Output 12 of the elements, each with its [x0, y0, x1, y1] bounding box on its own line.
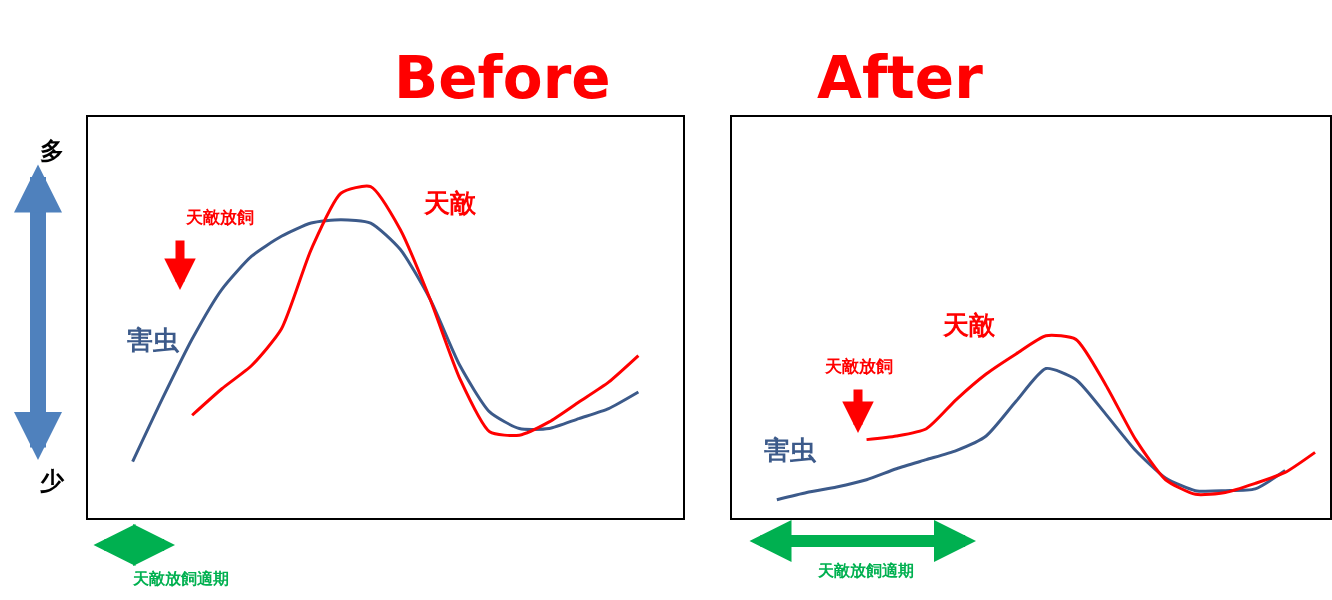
chart-title: Before [394, 44, 611, 112]
series-label: 天敵 [423, 188, 477, 218]
text: 天敵放飼適期 [132, 569, 229, 588]
series-label: 害虫 [127, 325, 180, 355]
annotation: 天敵放飼 [185, 207, 254, 227]
text: 多 [40, 137, 64, 165]
chart-title: After [817, 44, 984, 112]
text: 少 [40, 467, 65, 495]
series-label: 天敵 [942, 310, 996, 340]
annotation: 天敵放飼 [824, 356, 893, 376]
series-label: 害虫 [764, 435, 817, 465]
text: 天敵放飼適期 [817, 561, 914, 580]
